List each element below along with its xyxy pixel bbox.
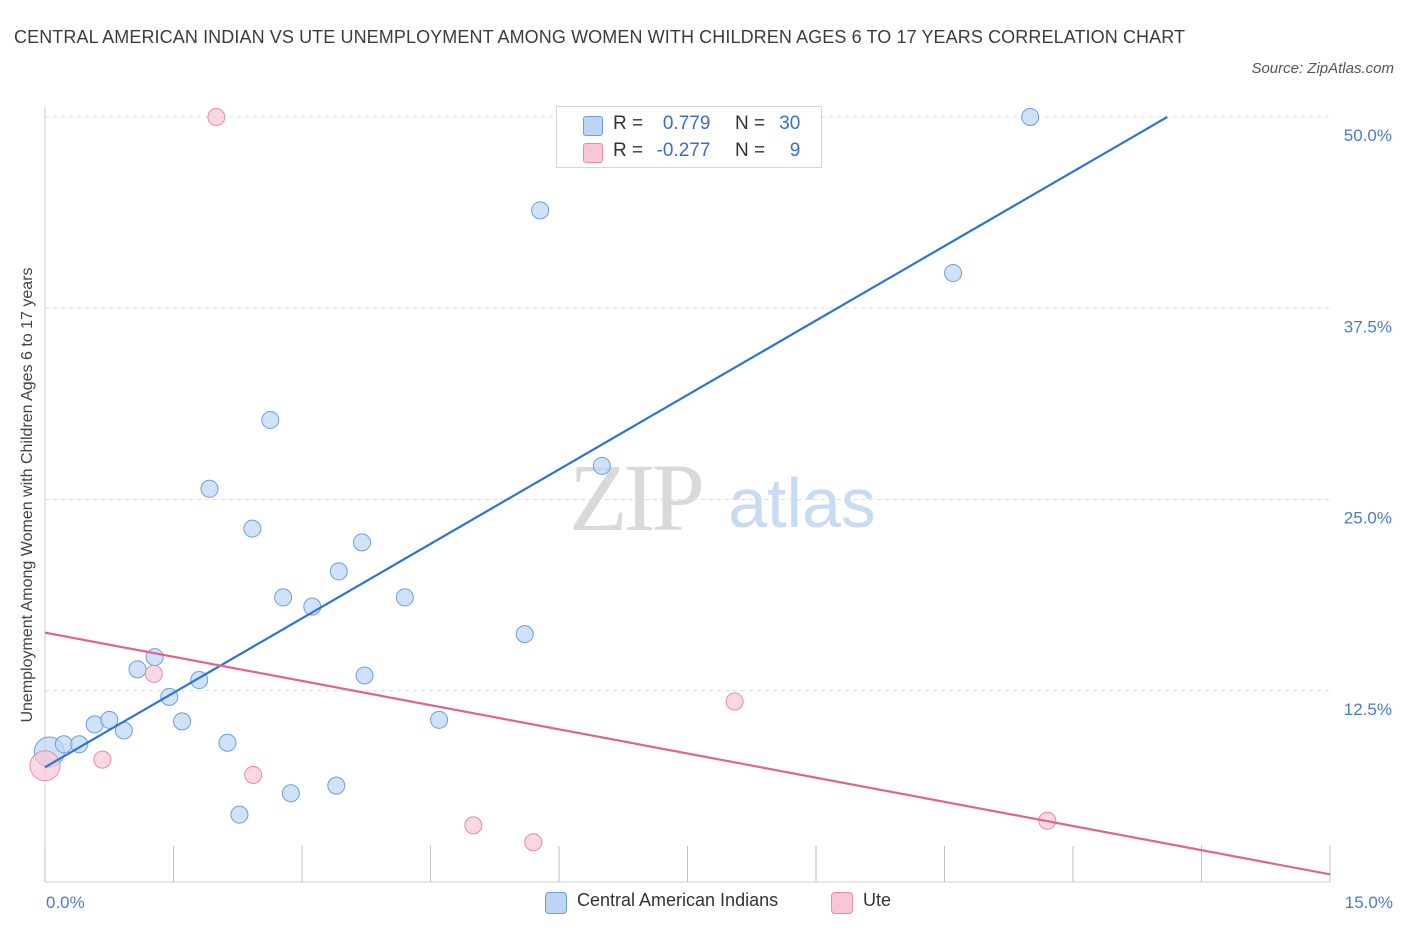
n-label: N = (734, 113, 766, 134)
r-label: R = (613, 113, 644, 134)
point-central-american-indians (515, 625, 534, 644)
point-central-american-indians (200, 479, 219, 498)
swatch-pink (583, 143, 603, 163)
point-central-american-indians (230, 805, 249, 824)
point-ute (524, 833, 543, 852)
legend-label: Ute (863, 890, 892, 910)
trendline-central-american-indians (44, 116, 1168, 769)
point-central-american-indians (531, 201, 550, 220)
trendline-ute (44, 631, 1331, 876)
chart-title: CENTRAL AMERICAN INDIAN VS UTE UNEMPLOYM… (14, 27, 1186, 47)
point-central-american-indians (261, 410, 280, 429)
point-central-american-indians (173, 712, 192, 731)
point-central-american-indians (352, 533, 371, 552)
y-tick-label: 12.5% (1344, 700, 1392, 719)
r-value: -0.277 (656, 140, 711, 161)
point-central-american-indians (944, 264, 963, 283)
point-central-american-indians (430, 710, 449, 729)
x-tick-label: 0.0% (46, 893, 85, 912)
point-central-american-indians (355, 666, 374, 685)
point-central-american-indians (327, 776, 346, 795)
point-central-american-indians (218, 733, 237, 752)
point-central-american-indians (128, 660, 147, 679)
legend-swatch-blue (545, 892, 567, 914)
point-central-american-indians (329, 562, 348, 581)
legend-label: Central American Indians (577, 890, 779, 910)
point-ute (244, 765, 263, 784)
point-ute (207, 108, 226, 126)
point-central-american-indians (592, 456, 611, 475)
point-central-american-indians (54, 735, 73, 754)
r-value: 0.779 (662, 113, 711, 134)
point-central-american-indians (70, 735, 89, 754)
watermark-zip: ZIP (569, 444, 702, 551)
n-value: 30 (779, 113, 801, 134)
y-tick-label: 37.5% (1344, 317, 1392, 336)
point-central-american-indians (100, 710, 119, 729)
point-ute (29, 750, 61, 782)
stats-legend: R = 0.779 N = 30 R = -0.277 N = 9 (556, 106, 822, 168)
y-tick-label: 50.0% (1344, 126, 1392, 145)
n-label: N = (734, 140, 766, 161)
point-central-american-indians (1021, 108, 1040, 126)
point-central-american-indians (281, 784, 300, 803)
point-ute (464, 816, 483, 835)
point-central-american-indians (395, 588, 414, 607)
r-label: R = (613, 140, 644, 161)
n-value: 9 (789, 140, 801, 161)
source-label: Source: ZipAtlas.com (1251, 60, 1394, 77)
x-tick-label: 15.0% (1345, 893, 1393, 912)
legend-swatch-pink (831, 892, 853, 914)
point-ute (725, 692, 744, 711)
y-tick-label: 25.0% (1344, 509, 1392, 528)
point-central-american-indians (274, 588, 293, 607)
point-ute (93, 750, 112, 769)
watermark-atlas: atlas (728, 464, 876, 542)
point-central-american-indians (243, 519, 262, 538)
point-ute (144, 664, 163, 683)
swatch-blue (583, 116, 603, 136)
